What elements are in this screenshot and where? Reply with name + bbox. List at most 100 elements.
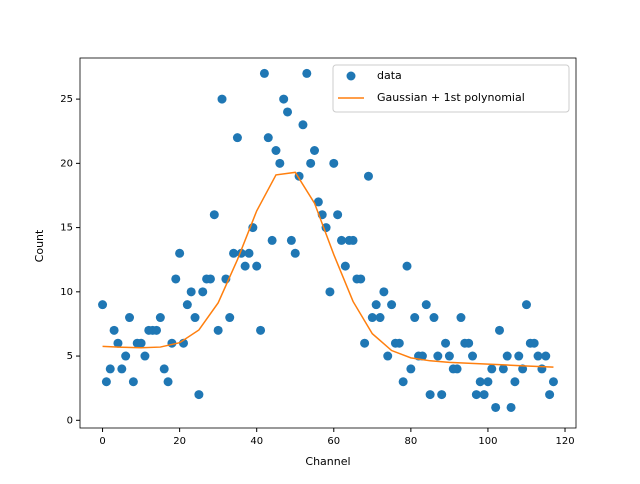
data-point (306, 158, 316, 168)
data-point (209, 210, 219, 220)
y-tick-label: 20 (60, 158, 73, 169)
data-point (117, 364, 127, 374)
data-point (529, 338, 539, 348)
data-point (225, 313, 235, 323)
data-point (425, 390, 435, 400)
x-tick-label: 60 (327, 436, 340, 447)
x-axis-label: Channel (305, 455, 350, 468)
y-tick-label: 25 (60, 94, 73, 105)
x-tick-label: 120 (555, 436, 574, 447)
data-point (310, 146, 320, 155)
data-point (348, 235, 358, 245)
data-point (371, 300, 381, 310)
data-point (286, 235, 296, 245)
data-point (491, 402, 501, 412)
data-point (483, 377, 493, 387)
legend-marker (346, 71, 356, 81)
data-point (421, 300, 431, 310)
data-point (313, 197, 323, 207)
data-point (113, 338, 123, 348)
legend: data Gaussian + 1st polynomial (332, 64, 570, 113)
data-point (159, 364, 169, 374)
data-point (232, 133, 242, 143)
data-point (163, 377, 173, 387)
data-point (198, 287, 208, 297)
data-point (263, 133, 273, 143)
data-point (375, 313, 385, 323)
data-point (271, 146, 281, 155)
data-point (336, 235, 346, 245)
data-point (475, 377, 485, 387)
y-tick-label: 15 (60, 223, 73, 234)
x-tick-label: 80 (404, 436, 417, 447)
data-point (244, 248, 254, 258)
y-tick-label: 0 (67, 415, 73, 426)
data-point (105, 364, 115, 374)
data-point (494, 325, 504, 335)
data-point (406, 364, 416, 374)
data-point (410, 313, 420, 323)
data-point (387, 300, 397, 310)
data-point (502, 351, 512, 361)
data-point (363, 171, 373, 181)
data-point (548, 377, 558, 387)
data-point (379, 287, 389, 297)
y-tick-label: 5 (67, 351, 73, 362)
data-point (240, 261, 250, 271)
data-point (464, 338, 474, 348)
x-tick-label: 100 (478, 436, 497, 447)
data-point (128, 377, 138, 387)
data-point (394, 338, 404, 348)
data-point (302, 68, 312, 78)
data-point (437, 390, 447, 400)
data-point (444, 351, 454, 361)
legend-box (332, 64, 570, 113)
data-point (136, 338, 146, 348)
plot-frame (79, 57, 577, 429)
data-point (205, 274, 215, 284)
data-point (186, 287, 196, 297)
data-point (360, 338, 370, 348)
data-point (140, 351, 150, 361)
x-tick-label: 20 (173, 436, 186, 447)
data-point (541, 351, 551, 361)
data-point (229, 248, 239, 258)
data-point (101, 377, 111, 387)
data-point (329, 158, 339, 168)
x-tick-label: 0 (99, 436, 105, 447)
data-point (468, 351, 478, 361)
data-point (456, 313, 466, 323)
data-point (452, 364, 462, 374)
data-point (267, 235, 277, 245)
data-point (194, 390, 204, 400)
data-point (298, 120, 308, 130)
data-point (182, 300, 192, 310)
data-point (171, 274, 181, 284)
y-axis-label: Count (33, 229, 46, 262)
data-point (433, 351, 443, 361)
y-tick-label: 10 (60, 287, 73, 298)
data-point (155, 313, 165, 323)
data-point (340, 261, 350, 271)
data-point (498, 364, 508, 374)
data-point (125, 313, 135, 323)
data-point (275, 158, 285, 168)
data-point (109, 325, 119, 335)
data-point (175, 248, 185, 258)
data-point (417, 351, 427, 361)
data-point (429, 313, 439, 323)
data-point (356, 274, 366, 284)
legend-label: data (377, 69, 402, 82)
data-point (190, 313, 200, 323)
data-point (521, 300, 531, 310)
data-point (533, 351, 543, 361)
data-point (510, 377, 520, 387)
data-point (325, 287, 335, 297)
data-point (98, 300, 108, 310)
data-point (471, 390, 481, 400)
data-point (514, 351, 524, 361)
data-point (441, 338, 451, 348)
data-point (367, 313, 377, 323)
data-point (152, 325, 162, 335)
